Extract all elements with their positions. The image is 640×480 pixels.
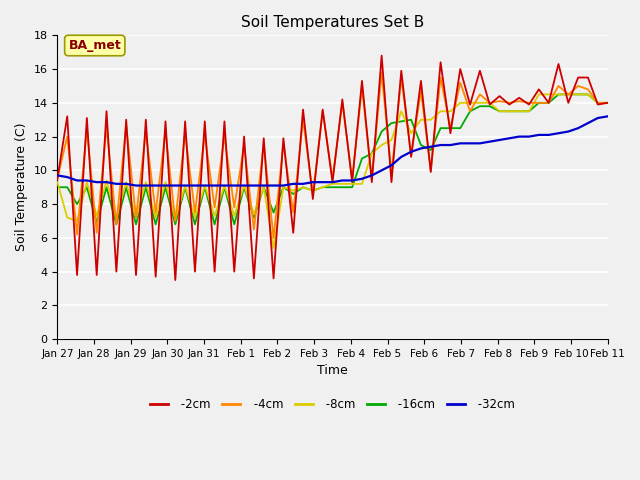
Y-axis label: Soil Temperature (C): Soil Temperature (C) bbox=[15, 123, 28, 252]
X-axis label: Time: Time bbox=[317, 364, 348, 377]
Text: BA_met: BA_met bbox=[68, 39, 121, 52]
Title: Soil Temperatures Set B: Soil Temperatures Set B bbox=[241, 15, 424, 30]
Legend:  -2cm,  -4cm,  -8cm,  -16cm,  -32cm: -2cm, -4cm, -8cm, -16cm, -32cm bbox=[145, 394, 520, 416]
